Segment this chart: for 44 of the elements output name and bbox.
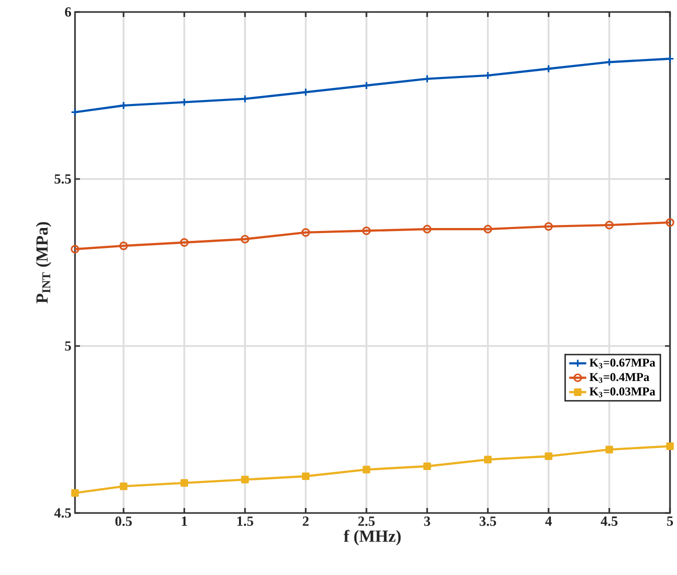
- point: [119, 101, 128, 110]
- point: [605, 446, 614, 454]
- point: [423, 462, 431, 470]
- point: [422, 74, 432, 84]
- x-tick-label: 2: [302, 516, 309, 526]
- x-tick-label: 1.5: [237, 516, 254, 526]
- point: [241, 476, 249, 484]
- point: [180, 238, 189, 247]
- legend-label: K$_{3}$=0.03MPa: [590, 387, 656, 398]
- point: [362, 226, 371, 236]
- point: [71, 489, 79, 497]
- x-tick-label: 0.5: [115, 516, 132, 526]
- legend-label: K$_{3}$=0.4MPa: [590, 373, 650, 383]
- point: [605, 220, 614, 230]
- y-tick-label: 4.5: [54, 508, 71, 518]
- x-tick-label: 4.5: [600, 516, 618, 526]
- y-tick-label: 6: [64, 7, 72, 17]
- point: [422, 224, 432, 234]
- y-tick-label: 5.5: [54, 174, 71, 184]
- x-tick-label: 2.5: [358, 516, 375, 526]
- x-tick-label: 3: [424, 516, 430, 526]
- x-tick-label: 4: [545, 516, 552, 526]
- point: [240, 234, 250, 244]
- legend-label: K$_{3}$=0.67MPa: [590, 358, 656, 368]
- y-axis-title: P$_{INT}$ (MPa): [36, 222, 52, 304]
- x-tick-label: 3.5: [480, 516, 496, 526]
- point: [301, 88, 310, 96]
- x-tick-label: 1: [182, 516, 188, 526]
- point: [666, 442, 674, 450]
- x-tick-label: 5: [667, 516, 673, 526]
- y-tick-label: 5: [65, 341, 71, 351]
- point: [484, 71, 492, 80]
- point: [180, 479, 188, 487]
- point: [120, 482, 128, 490]
- point: [362, 466, 370, 474]
- point: [362, 81, 371, 90]
- point: [302, 472, 310, 480]
- x-axis-title: f (MHz): [344, 530, 401, 546]
- point: [544, 222, 553, 231]
- point: [484, 224, 492, 234]
- point: [301, 228, 310, 237]
- point: [544, 452, 552, 460]
- point: [484, 456, 492, 464]
- point: [119, 242, 128, 250]
